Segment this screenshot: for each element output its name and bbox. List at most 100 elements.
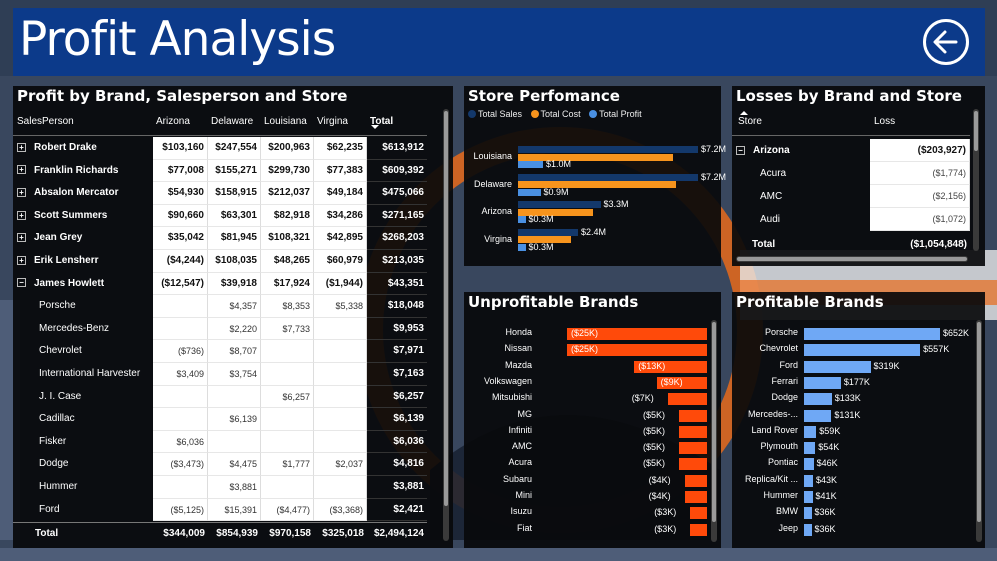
unprofitable-scrollbar[interactable]: [711, 320, 717, 542]
bar-total-sales[interactable]: [518, 146, 698, 153]
collapse-icon[interactable]: −: [17, 278, 26, 288]
table-row[interactable]: + Absalon Mercator $54,930 $158,915 $212,037…: [13, 182, 427, 205]
losses-h-scrollbar[interactable]: [736, 256, 968, 262]
bar[interactable]: [804, 442, 816, 455]
bar[interactable]: [667, 393, 707, 406]
table-row[interactable]: J. I. Case $6,257 $6,257: [13, 385, 427, 409]
value-cell: ($4,244): [153, 250, 208, 273]
profitable-scroll-thumb[interactable]: [977, 322, 981, 522]
bar[interactable]: [804, 344, 921, 357]
table-row[interactable]: Acura ($1,774): [732, 162, 970, 185]
back-button[interactable]: [923, 19, 969, 65]
bar-total-profit[interactable]: [518, 188, 541, 196]
bar-total-profit[interactable]: [518, 161, 543, 168]
matrix-panel: Profit by Brand, Salesperson and Store S…: [13, 86, 453, 548]
bar-total-cost[interactable]: [518, 208, 593, 216]
profitable-scrollbar[interactable]: [976, 320, 982, 542]
brand-name: Mercedes-Benz: [39, 322, 110, 334]
column-header[interactable]: Arizona: [156, 116, 190, 127]
table-row[interactable]: AMC ($2,156): [732, 185, 970, 208]
expand-icon[interactable]: +: [17, 210, 26, 220]
bar-total-sales[interactable]: [518, 201, 601, 208]
expand-icon[interactable]: +: [17, 188, 26, 198]
column-header[interactable]: Total: [370, 116, 394, 127]
row-label: + Absalon Mercator: [17, 182, 118, 204]
table-row[interactable]: + Jean Grey $35,042 $81,945 $108,321 $42,895 $…: [13, 227, 427, 250]
bar[interactable]: [804, 360, 871, 373]
data-label: $3.3M: [603, 199, 629, 209]
expand-icon[interactable]: +: [17, 142, 26, 152]
bar[interactable]: [804, 491, 813, 503]
bar[interactable]: [656, 376, 707, 389]
table-row[interactable]: International Harvester $3,409 $3,754 $7,16…: [13, 363, 427, 386]
legend-item[interactable]: Total Sales: [468, 109, 522, 119]
column-header[interactable]: Delaware: [211, 116, 254, 127]
bar[interactable]: [804, 376, 841, 389]
bar-total-sales[interactable]: [518, 228, 578, 236]
table-row[interactable]: − James Howlett ($12,547) $39,918 $17,924 ($1…: [13, 272, 427, 296]
matrix-scroll-thumb[interactable]: [444, 111, 448, 506]
table-row[interactable]: Chevrolet ($736) $8,707 $7,971: [13, 340, 427, 363]
losses-scroll-thumb[interactable]: [974, 111, 978, 151]
value-cell: $8,353: [261, 295, 314, 318]
table-row[interactable]: Mercedes-Benz $2,220 $7,733 $9,953: [13, 317, 427, 341]
value-cell: $7,971: [367, 340, 427, 363]
bar[interactable]: [804, 393, 832, 406]
bar[interactable]: [679, 458, 707, 471]
bar-total-profit[interactable]: [518, 216, 526, 223]
table-row[interactable]: + Robert Drake $103,160 $247,554 $200,963 $62…: [13, 137, 427, 160]
column-header[interactable]: Virgina: [317, 116, 348, 127]
bar[interactable]: [804, 425, 817, 438]
table-row[interactable]: + Scott Summers $90,660 $63,301 $82,918 $34,2…: [13, 204, 427, 228]
bar[interactable]: [684, 491, 707, 503]
sort-ascending-icon[interactable]: [740, 111, 748, 115]
bar[interactable]: [804, 474, 813, 487]
bar[interactable]: [804, 409, 832, 422]
bar[interactable]: [804, 523, 812, 536]
losses-h-scroll-thumb[interactable]: [737, 257, 967, 261]
bar[interactable]: [679, 425, 707, 438]
table-row[interactable]: + Erik Lensherr ($4,244) $108,035 $48,265 $60…: [13, 250, 427, 273]
column-header[interactable]: Louisiana: [264, 116, 307, 127]
table-row[interactable]: + Franklin Richards $77,008 $155,271 $299,73…: [13, 159, 427, 183]
table-row[interactable]: − Arizona ($203,927): [732, 139, 970, 162]
bar[interactable]: [679, 409, 707, 422]
column-header[interactable]: Store: [738, 116, 762, 127]
table-row[interactable]: Audi ($1,072): [732, 208, 970, 231]
bar[interactable]: [567, 328, 707, 340]
category-label: Volkswagen: [483, 375, 532, 386]
bar-total-cost[interactable]: [518, 236, 571, 243]
legend-item[interactable]: Total Cost: [530, 109, 581, 119]
bar-total-cost[interactable]: [518, 181, 676, 188]
collapse-icon[interactable]: −: [736, 145, 745, 155]
table-row[interactable]: Cadillac $6,139 $6,139: [13, 408, 427, 431]
bar[interactable]: [684, 474, 707, 487]
bar[interactable]: [690, 523, 707, 536]
table-row[interactable]: Hummer $3,881 $3,881: [13, 476, 427, 499]
bar[interactable]: [567, 344, 707, 357]
legend-item[interactable]: Total Profit: [589, 109, 642, 119]
expand-icon[interactable]: +: [17, 233, 26, 243]
sort-descending-icon[interactable]: [371, 125, 379, 129]
bar[interactable]: [679, 442, 707, 455]
bar-total-cost[interactable]: [518, 153, 673, 161]
bar[interactable]: [690, 507, 707, 520]
table-row[interactable]: Ford ($5,125) $15,391 ($4,477) ($3,368) $2,42…: [13, 498, 427, 522]
expand-icon[interactable]: +: [17, 255, 26, 265]
matrix-scrollbar[interactable]: [443, 109, 449, 541]
bar-total-profit[interactable]: [518, 243, 526, 251]
bar[interactable]: [804, 328, 940, 340]
bar[interactable]: [804, 458, 814, 471]
bar[interactable]: [634, 360, 707, 373]
category-label: Hummer: [763, 490, 798, 500]
column-header[interactable]: Loss: [874, 116, 896, 127]
value-cell: [153, 476, 208, 499]
bar-total-sales[interactable]: [518, 173, 698, 181]
table-row[interactable]: Dodge ($3,473) $4,475 $1,777 $2,037 $4,816: [13, 453, 427, 476]
losses-scrollbar[interactable]: [973, 109, 979, 251]
table-row[interactable]: Porsche $4,357 $8,353 $5,338 $18,048: [13, 295, 427, 318]
bar[interactable]: [804, 507, 812, 520]
table-row[interactable]: Fisker $6,036 $6,036: [13, 430, 427, 454]
expand-icon[interactable]: +: [17, 165, 26, 175]
unprofitable-scroll-thumb[interactable]: [712, 322, 716, 522]
